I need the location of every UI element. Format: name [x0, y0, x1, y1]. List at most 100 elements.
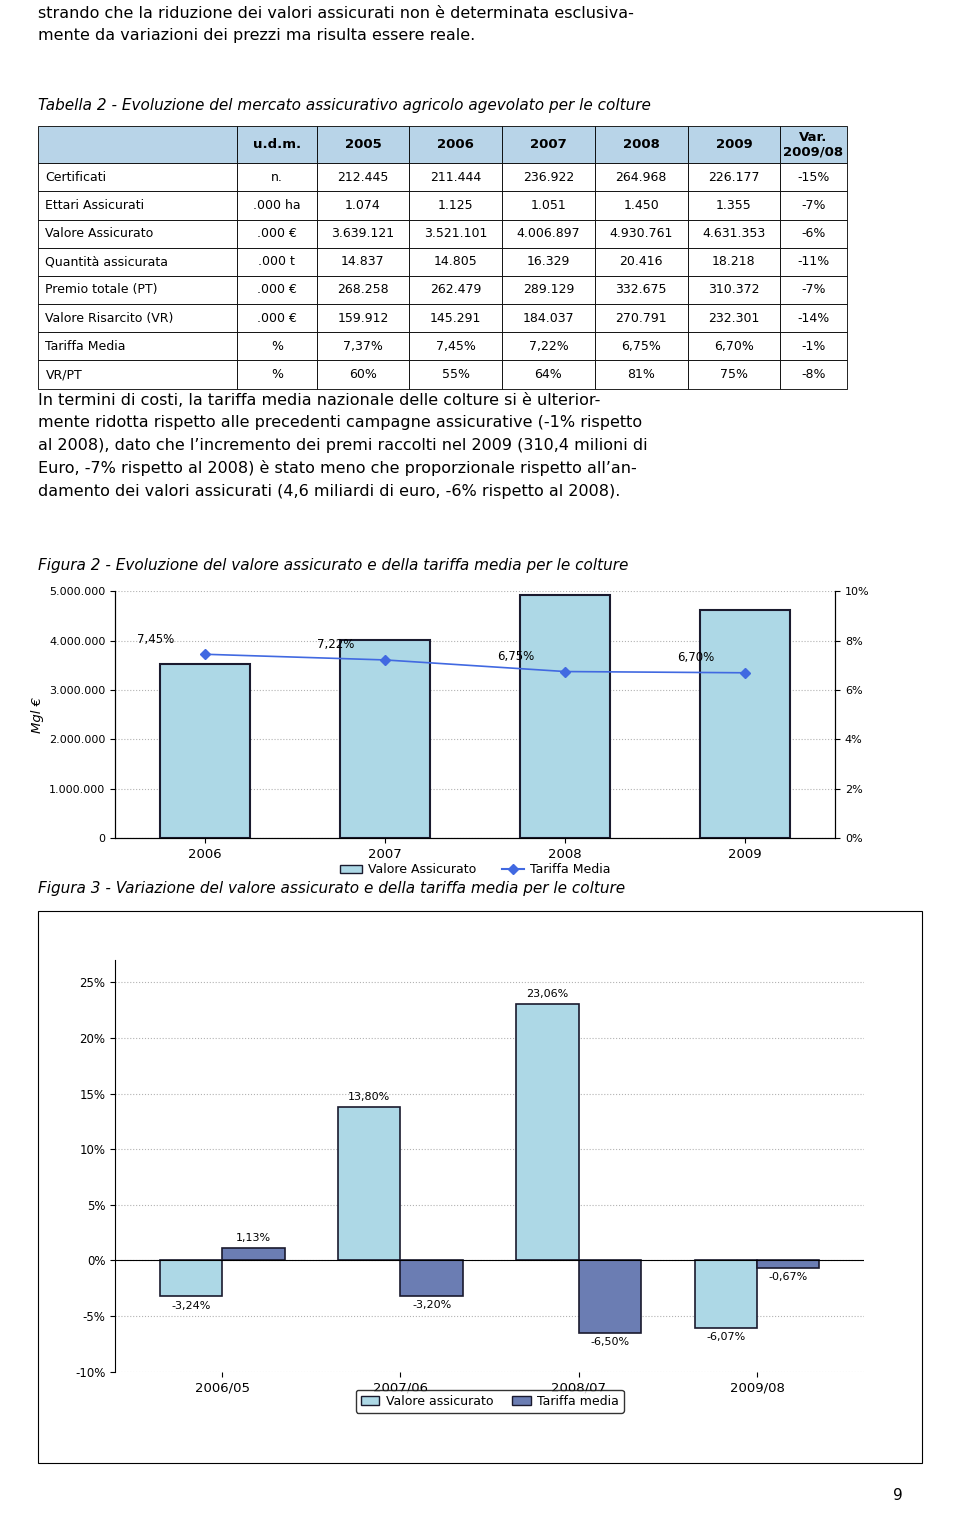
Bar	[317, 361, 409, 389]
Text: -6,50%: -6,50%	[590, 1337, 630, 1347]
Text: 7,37%: 7,37%	[343, 340, 383, 354]
Text: 1.355: 1.355	[716, 200, 752, 212]
Text: 13,80%: 13,80%	[348, 1093, 391, 1102]
Bar	[595, 163, 687, 192]
Text: Quantità assicurata: Quantità assicurata	[45, 256, 168, 268]
Bar	[409, 219, 502, 248]
Text: Figura 3 - Variazione del valore assicurato e della tariffa media per le colture: Figura 3 - Variazione del valore assicur…	[38, 881, 626, 896]
Text: 310.372: 310.372	[708, 283, 759, 297]
Text: u.d.m.: u.d.m.	[252, 139, 300, 151]
Text: Valore Assicurato: Valore Assicurato	[45, 227, 154, 241]
Bar	[595, 276, 687, 305]
Text: .000 €: .000 €	[257, 311, 297, 325]
Bar	[38, 276, 237, 305]
Bar	[780, 305, 847, 332]
Text: 60%: 60%	[349, 367, 377, 381]
Bar	[38, 332, 237, 361]
Bar	[317, 192, 409, 219]
Text: -11%: -11%	[798, 256, 829, 268]
Bar	[317, 248, 409, 276]
Text: 2005: 2005	[345, 139, 381, 151]
Bar	[317, 276, 409, 305]
Bar	[237, 276, 317, 305]
Text: -1%: -1%	[802, 340, 826, 354]
Text: 232.301: 232.301	[708, 311, 759, 325]
Text: -6%: -6%	[802, 227, 826, 241]
Bar	[160, 664, 251, 838]
Bar	[409, 192, 502, 219]
Bar	[502, 163, 595, 192]
Bar	[38, 126, 237, 163]
Bar	[595, 361, 687, 389]
Bar	[687, 305, 780, 332]
Bar	[780, 219, 847, 248]
Text: 1.074: 1.074	[345, 200, 381, 212]
Text: 2009: 2009	[715, 139, 753, 151]
Text: Ettari Assicurati: Ettari Assicurati	[45, 200, 145, 212]
Bar	[237, 126, 317, 163]
Text: Valore Risarcito (VR): Valore Risarcito (VR)	[45, 311, 174, 325]
Text: 1,13%: 1,13%	[236, 1233, 271, 1244]
Bar	[687, 192, 780, 219]
Bar	[237, 305, 317, 332]
Text: 1.450: 1.450	[623, 200, 660, 212]
Bar	[687, 248, 780, 276]
Text: 268.258: 268.258	[337, 283, 389, 297]
Text: .000 €: .000 €	[257, 283, 297, 297]
Text: 270.791: 270.791	[615, 311, 667, 325]
Bar	[409, 163, 502, 192]
Bar	[520, 594, 611, 838]
Bar	[780, 332, 847, 361]
Text: Tariffa Media: Tariffa Media	[45, 340, 126, 354]
Bar	[38, 163, 237, 192]
Bar	[700, 610, 790, 838]
Text: -8%: -8%	[802, 367, 826, 381]
Text: 332.675: 332.675	[615, 283, 667, 297]
Bar	[695, 1260, 757, 1327]
Text: 55%: 55%	[442, 367, 469, 381]
Text: 4.631.353: 4.631.353	[703, 227, 765, 241]
Text: -3,20%: -3,20%	[412, 1300, 451, 1311]
Text: 3.521.101: 3.521.101	[424, 227, 488, 241]
Text: 75%: 75%	[720, 367, 748, 381]
Text: .000 €: .000 €	[257, 227, 297, 241]
Bar	[595, 192, 687, 219]
Text: 64%: 64%	[535, 367, 563, 381]
Bar	[409, 126, 502, 163]
Bar	[237, 361, 317, 389]
Text: 289.129: 289.129	[523, 283, 574, 297]
Text: 18.218: 18.218	[712, 256, 756, 268]
Bar	[237, 219, 317, 248]
Text: -15%: -15%	[797, 171, 829, 184]
Bar	[159, 1260, 222, 1297]
Text: strando che la riduzione dei valori assicurati non è determinata esclusiva-
ment: strando che la riduzione dei valori assi…	[38, 6, 635, 43]
Bar	[502, 276, 595, 305]
Bar	[237, 192, 317, 219]
Bar	[595, 332, 687, 361]
Text: .000 t: .000 t	[258, 256, 296, 268]
Text: 226.177: 226.177	[708, 171, 759, 184]
Text: 14.837: 14.837	[341, 256, 385, 268]
Text: 2006: 2006	[437, 139, 474, 151]
Text: Tabella 2 - Evoluzione del mercato assicurativo agricolo agevolato per le coltur: Tabella 2 - Evoluzione del mercato assic…	[38, 98, 651, 113]
Bar	[687, 219, 780, 248]
Text: n.: n.	[271, 171, 283, 184]
Text: 16.329: 16.329	[527, 256, 570, 268]
Bar	[317, 126, 409, 163]
Bar	[38, 361, 237, 389]
Text: -6,07%: -6,07%	[707, 1332, 746, 1343]
Bar	[502, 305, 595, 332]
Bar	[340, 640, 430, 838]
Bar	[317, 163, 409, 192]
Text: 7,22%: 7,22%	[317, 639, 354, 651]
Text: 4.930.761: 4.930.761	[610, 227, 673, 241]
Bar	[338, 1106, 400, 1260]
Legend: Valore assicurato, Tariffa media: Valore assicurato, Tariffa media	[355, 1390, 624, 1413]
Text: 7,22%: 7,22%	[529, 340, 568, 354]
Bar	[409, 276, 502, 305]
Text: 23,06%: 23,06%	[526, 989, 568, 1000]
Text: 14.805: 14.805	[434, 256, 477, 268]
Bar	[780, 126, 847, 163]
Text: 3.639.121: 3.639.121	[331, 227, 395, 241]
Legend: Valore Assicurato, Tariffa Media: Valore Assicurato, Tariffa Media	[335, 858, 615, 881]
